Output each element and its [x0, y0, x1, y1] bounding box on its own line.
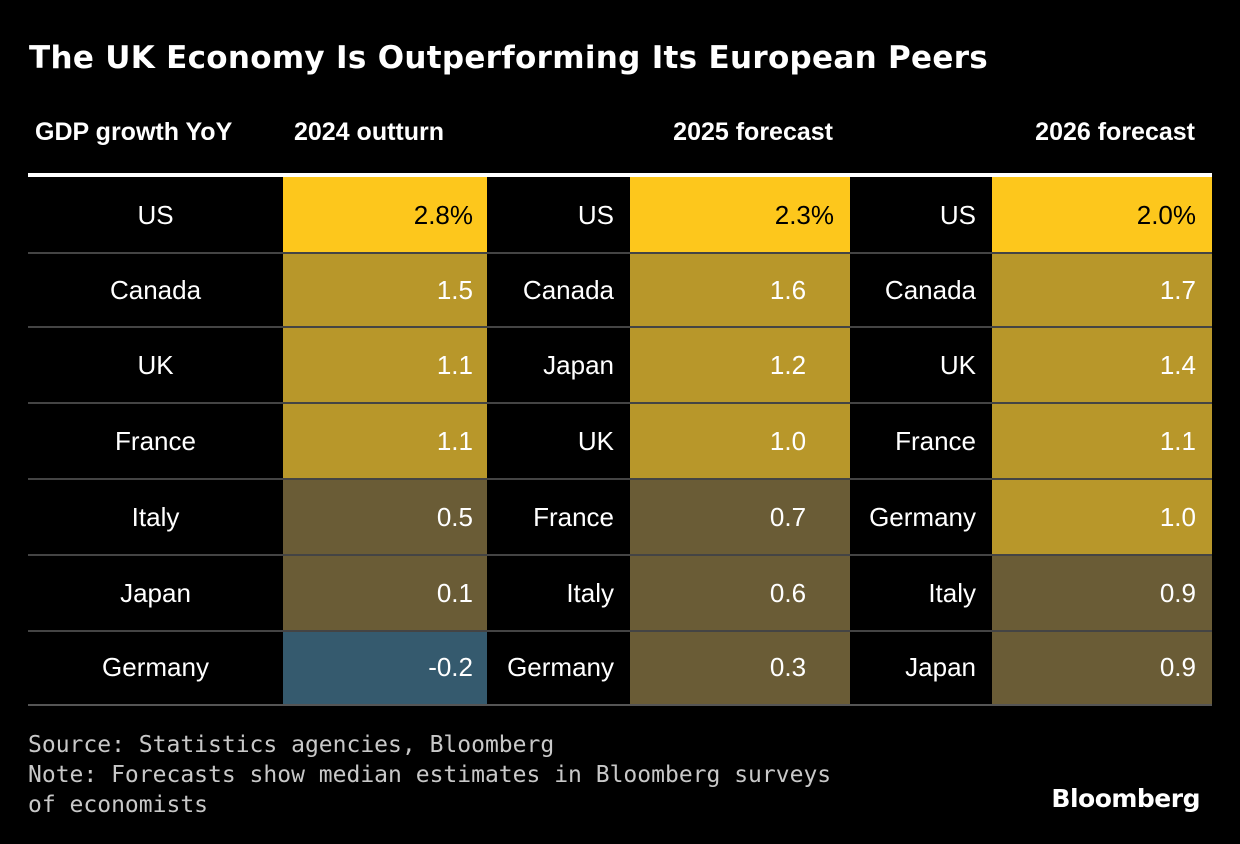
country-name: Germany — [507, 652, 614, 682]
gdp-value-cell: 1.7 — [992, 253, 1212, 327]
row-divider — [28, 630, 1212, 632]
gdp-value-cell: 0.1 — [283, 555, 487, 631]
gdp-value-cell: 1.6 — [630, 253, 850, 327]
country-name: UK — [577, 425, 614, 456]
country-name: UK — [939, 349, 976, 380]
column-header-2025: 2025 forecast — [673, 118, 833, 146]
country-name: Italy — [566, 577, 614, 608]
gdp-value-cell: 0.6 — [630, 555, 850, 631]
country-name: Japan — [543, 349, 614, 380]
country-name: Italy — [131, 501, 180, 532]
table-row: UK 1.1 Japan 1.2 UK 1.4 — [28, 327, 1212, 403]
gdp-value-cell: 1.2 — [630, 327, 850, 403]
gdp-value-cell: 1.0 — [992, 479, 1212, 555]
gdp-value-cell: 2.3% — [630, 177, 850, 253]
country-name: UK — [137, 349, 174, 380]
gdp-value-cell: 1.1 — [992, 403, 1212, 479]
country-name: US — [137, 199, 174, 230]
gdp-value-cell: 1.4 — [992, 327, 1212, 403]
country-name: Japan — [905, 652, 976, 682]
table-row: France 1.1 UK 1.0 France 1.1 — [28, 403, 1212, 479]
table-row: Germany -0.2 Germany 0.3 Japan 0.9 — [28, 631, 1212, 704]
gdp-value-cell: 2.8% — [283, 177, 487, 253]
gdp-value-cell: 1.1 — [283, 403, 487, 479]
column-header-metric: GDP growth YoY — [35, 118, 233, 146]
country-name: Canada — [522, 274, 614, 305]
country-name: France — [115, 425, 196, 456]
country-name: US — [577, 199, 614, 230]
gdp-value-cell: 0.9 — [992, 631, 1212, 704]
column-header-2026: 2026 forecast — [1035, 118, 1195, 146]
gdp-value-cell: 2.0% — [992, 177, 1212, 253]
country-name: Canada — [109, 274, 202, 305]
gdp-table: US 2.8% US 2.3% US 2.0% Canada 1.5 Canada 1.6 Cana… — [28, 177, 1212, 706]
gdp-value-cell: 0.3 — [630, 631, 850, 704]
column-header-2024: 2024 outturn — [294, 118, 445, 146]
table-row: Italy 0.5 France 0.7 Germany 1.0 — [28, 479, 1212, 555]
gdp-value-cell: 0.5 — [283, 479, 487, 555]
table-row: US 2.8% US 2.3% US 2.0% — [28, 177, 1212, 253]
country-name: Germany — [102, 652, 209, 682]
country-name: Germany — [869, 501, 976, 532]
chart-title: The UK Economy Is Outperforming Its Euro… — [29, 40, 989, 76]
country-name: Italy — [928, 577, 976, 608]
gdp-value-cell: 1.1 — [283, 327, 487, 403]
row-divider — [28, 554, 1212, 556]
country-name: France — [533, 501, 614, 532]
gdp-value-cell: -0.2 — [283, 631, 487, 704]
table-row: Canada 1.5 Canada 1.6 Canada 1.7 — [28, 253, 1212, 327]
gdp-value-cell: 0.7 — [630, 479, 850, 555]
bloomberg-logo: Bloomberg — [1051, 784, 1200, 813]
row-divider — [28, 478, 1212, 480]
row-divider — [28, 326, 1212, 328]
country-name: Canada — [884, 274, 976, 305]
header-divider — [28, 173, 1212, 177]
gdp-value-cell: 0.9 — [992, 555, 1212, 631]
table-bottom-border — [28, 704, 1212, 706]
table-row: Japan 0.1 Italy 0.6 Italy 0.9 — [28, 555, 1212, 631]
gdp-value-cell: 1.0 — [630, 403, 850, 479]
footer-notes: Source: Statistics agencies, Bloomberg N… — [28, 730, 831, 820]
forecast-note-line2: of economists — [28, 792, 209, 818]
row-divider — [28, 252, 1212, 254]
source-note: Source: Statistics agencies, Bloomberg — [28, 732, 555, 758]
country-name: Japan — [120, 577, 191, 608]
forecast-note-line1: Note: Forecasts show median estimates in… — [28, 762, 832, 788]
gdp-value-cell: 1.5 — [283, 253, 487, 327]
row-divider — [28, 402, 1212, 404]
country-name: France — [895, 425, 976, 456]
country-name: US — [939, 199, 976, 230]
